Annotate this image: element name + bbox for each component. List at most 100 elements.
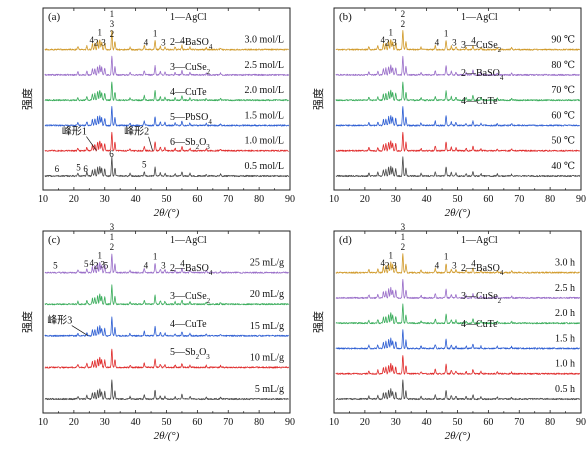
peak-label: 4 — [144, 38, 149, 48]
series-name: 3.0 h — [555, 258, 575, 269]
x-tick-label: 30 — [391, 417, 401, 428]
x-tick-label: 30 — [100, 194, 110, 205]
peak-label: 6 — [55, 164, 60, 174]
series-line — [335, 303, 580, 325]
peak-label: 2 — [385, 37, 390, 47]
peak-label: 4 — [471, 36, 476, 46]
legend-entry: 2—BaSO4 — [461, 68, 504, 82]
y-axis-label: 强度 — [311, 88, 325, 110]
x-tick-label: 10 — [38, 417, 48, 428]
series-line — [44, 156, 290, 178]
series-name: 3.0 mol/L — [245, 35, 284, 46]
peak-label: 4 — [471, 259, 476, 269]
legend-entry: 3—CuSe2 — [170, 62, 211, 76]
series-name: 0.5 mol/L — [245, 161, 284, 172]
peak-label: 2 — [94, 37, 99, 47]
peak-label: 2 — [110, 29, 115, 39]
x-tick-label: 50 — [453, 194, 463, 205]
panel-label: (a) — [48, 11, 61, 23]
peak-label: 1 — [444, 251, 449, 261]
peak-label: 4 — [381, 258, 386, 268]
x-tick-label: 80 — [254, 417, 264, 428]
legend-entry: 2—BaSO4 — [461, 263, 504, 277]
peak-label: 3 — [452, 38, 457, 48]
x-tick-label: 50 — [453, 417, 463, 428]
series-line — [335, 355, 581, 375]
x-tick-label: 20 — [360, 194, 370, 205]
legend-entry: 3—CuSe2 — [461, 291, 502, 305]
series-line — [44, 253, 289, 274]
x-tick-label: 60 — [192, 194, 202, 205]
series-line — [335, 30, 581, 51]
panel-label: (b) — [339, 11, 352, 23]
series-name: 1.5 mol/L — [245, 110, 284, 121]
series-name: 40 ℃ — [551, 161, 575, 172]
series-name: 1.0 h — [555, 359, 575, 370]
peak-label: 3 — [110, 222, 115, 232]
series-line — [44, 81, 289, 102]
legend-entry: 3—CuSe2 — [170, 291, 211, 305]
plot-frame — [333, 230, 582, 414]
x-tick-label: 40 — [422, 194, 432, 205]
series-name: 15 mL/g — [250, 321, 284, 332]
plot-frame — [333, 7, 582, 191]
legend-entry: 3—CuSe2 — [461, 40, 502, 54]
series-name: 1.5 h — [555, 333, 575, 344]
legend-entry: 1—AgCl — [170, 235, 207, 246]
series-name: 5 mL/g — [255, 384, 284, 395]
peak-label: 1 — [98, 251, 103, 261]
peak-label: 1 — [98, 28, 103, 38]
series-line — [335, 81, 581, 102]
x-tick-label: 40 — [131, 194, 141, 205]
peak-label: 5 — [104, 260, 109, 270]
peak-label: 1 — [389, 28, 394, 38]
annotation-leader — [148, 136, 153, 151]
x-tick-label: 90 — [285, 417, 295, 428]
peak-label: 3 — [161, 38, 166, 48]
panel-3: (c) 10 20 30 40 50 60 70 80 90 2θ/(°) 强度 5 mL/g 10 mL… — [20, 222, 295, 442]
legend-entry: 4—CuTe — [461, 319, 498, 330]
x-tick-label: 70 — [514, 417, 524, 428]
series-line — [335, 55, 581, 76]
series-name: 2.5 mol/L — [245, 60, 284, 71]
series-line — [44, 55, 290, 76]
y-axis-label: 强度 — [311, 311, 325, 333]
x-tick-label: 70 — [223, 194, 233, 205]
legend-entry: 4—CuTe — [461, 96, 498, 107]
annotation-label: 峰形1 — [62, 126, 87, 138]
peak-label: 3 — [392, 37, 397, 47]
peak-label: 1 — [110, 9, 115, 19]
x-tick-label: 40 — [131, 417, 141, 428]
peak-label: 4 — [144, 261, 149, 271]
legend-entry: 4—CuTe — [170, 319, 207, 330]
peak-label: 4 — [435, 38, 440, 48]
peak-label: 3 — [110, 19, 115, 29]
series-line — [44, 284, 290, 306]
series-name: 25 mL/g — [250, 258, 284, 269]
peak-label: 1 — [444, 28, 449, 38]
peak-label: 2 — [110, 242, 115, 252]
legend-entry: 6—Sb2O3 — [170, 137, 210, 151]
x-tick-label: 10 — [329, 194, 339, 205]
series-line — [335, 131, 581, 152]
legend-entry: 1—AgCl — [461, 235, 498, 246]
peak-label: 6 — [83, 164, 88, 174]
x-tick-label: 60 — [483, 417, 493, 428]
peak-label: 2 — [401, 19, 406, 29]
annotation-leader — [71, 325, 88, 336]
peak-label: 2 — [94, 260, 99, 270]
peak-label: 1 — [401, 232, 406, 242]
series-line — [44, 379, 289, 401]
x-tick-label: 20 — [360, 417, 370, 428]
series-line — [335, 156, 581, 178]
x-tick-label: 60 — [483, 194, 493, 205]
peak-label: 1 — [153, 28, 158, 38]
y-axis-label: 强度 — [20, 88, 34, 110]
peak-label: 1 — [153, 251, 158, 261]
x-axis-label: 2θ/(°) — [154, 430, 180, 442]
x-tick-label: 30 — [391, 194, 401, 205]
x-tick-label: 80 — [545, 194, 555, 205]
peak-label: 4 — [180, 36, 185, 46]
peak-label: 5 — [53, 261, 58, 271]
